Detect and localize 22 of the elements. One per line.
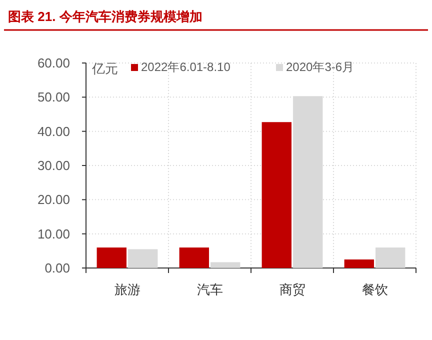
legend: 2020年3-6月 (286, 60, 354, 74)
ytick: 40.00 (37, 124, 70, 139)
bar (128, 249, 158, 268)
ytick: 20.00 (37, 192, 70, 208)
bar (96, 248, 126, 268)
xtick: 汽车 (196, 282, 223, 297)
ytick: 10.00 (37, 226, 70, 242)
ytick: 50.00 (37, 90, 70, 105)
xtick: 餐饮 (362, 282, 388, 297)
bar (179, 248, 209, 268)
xtick: 商贸 (279, 282, 306, 297)
ytick: 60.00 (37, 56, 70, 70)
title: 图表 21. 今年汽车消费券规模增加 (8, 9, 202, 24)
bar (344, 259, 374, 268)
xtick: 旅游 (114, 282, 140, 297)
legend: 2022年6.01-8.10 (141, 60, 230, 74)
bar (376, 248, 406, 268)
bar (262, 122, 292, 268)
ytick: 0.00 (44, 260, 70, 276)
bar (210, 262, 240, 268)
ylabel: 亿元 (92, 61, 118, 76)
ytick: 30.00 (37, 158, 70, 173)
